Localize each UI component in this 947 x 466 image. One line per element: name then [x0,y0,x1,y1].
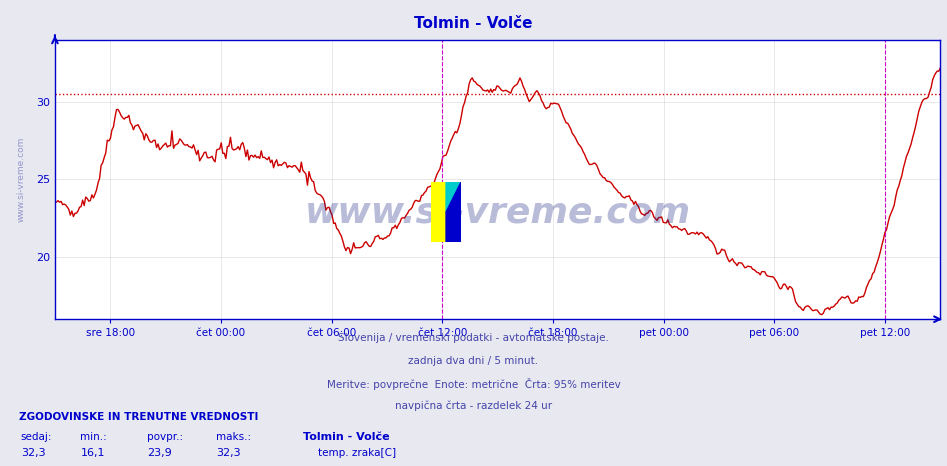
Text: povpr.:: povpr.: [147,432,183,442]
Text: Meritve: povprečne  Enote: metrične  Črta: 95% meritev: Meritve: povprečne Enote: metrične Črta:… [327,378,620,390]
Text: 23,9: 23,9 [147,448,171,458]
Text: Tolmin - Volče: Tolmin - Volče [414,16,533,31]
Text: www.si-vreme.com: www.si-vreme.com [17,137,26,222]
Text: Tolmin - Volče: Tolmin - Volče [303,432,389,442]
Text: www.si-vreme.com: www.si-vreme.com [305,196,690,230]
Polygon shape [446,182,461,242]
Text: temp. zraka[C]: temp. zraka[C] [318,448,396,458]
Text: Slovenija / vremenski podatki - avtomatske postaje.: Slovenija / vremenski podatki - avtomats… [338,333,609,343]
Text: navpična črta - razdelek 24 ur: navpična črta - razdelek 24 ur [395,400,552,411]
Polygon shape [446,182,461,212]
Text: 32,3: 32,3 [21,448,45,458]
Text: zadnja dva dni / 5 minut.: zadnja dva dni / 5 minut. [408,356,539,365]
Text: ZGODOVINSKE IN TRENUTNE VREDNOSTI: ZGODOVINSKE IN TRENUTNE VREDNOSTI [19,412,259,422]
Text: sedaj:: sedaj: [21,432,52,442]
Polygon shape [431,182,446,242]
Text: maks.:: maks.: [216,432,251,442]
Text: min.:: min.: [80,432,107,442]
Text: 16,1: 16,1 [80,448,105,458]
Text: 32,3: 32,3 [216,448,241,458]
